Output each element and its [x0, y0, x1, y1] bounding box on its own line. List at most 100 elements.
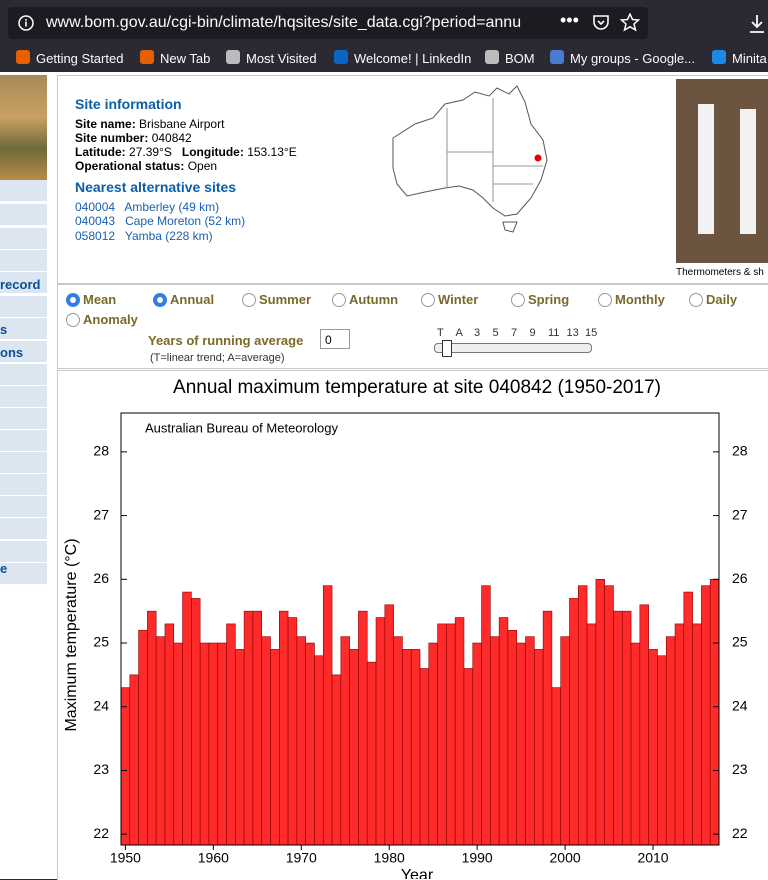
bar	[384, 604, 394, 846]
slider-label: 7	[511, 327, 518, 339]
radio-label[interactable]: Mean	[83, 292, 117, 307]
url-bar[interactable]	[8, 7, 648, 39]
bookmark[interactable]: Getting Started	[36, 51, 124, 66]
sidebar-item[interactable]	[0, 272, 47, 294]
sidebar-item[interactable]	[0, 518, 47, 540]
bookmark-icon[interactable]	[334, 50, 348, 64]
sidebar-item[interactable]	[0, 474, 47, 496]
toolbar-icons[interactable]	[592, 13, 646, 33]
radio-label[interactable]: Summer	[259, 292, 312, 307]
slider-label: 3	[474, 327, 481, 339]
radio-label[interactable]: Spring	[528, 292, 570, 307]
bar	[243, 610, 254, 846]
alt-site-link[interactable]: 058012 Yamba (228 km)	[75, 229, 213, 243]
alt-site-link[interactable]: 040043 Cape Moreton (52 km)	[75, 214, 245, 228]
slider-track[interactable]	[434, 343, 592, 353]
radio-button[interactable]	[421, 293, 435, 307]
radio-label[interactable]: Winter	[438, 292, 479, 307]
sidebar-link[interactable]: s	[0, 322, 8, 337]
bookmark[interactable]: New Tab	[160, 51, 211, 66]
radio-button[interactable]	[689, 293, 703, 307]
sidebar-item[interactable]	[0, 341, 47, 363]
bar	[366, 661, 377, 846]
radio-label[interactable]: Autumn	[349, 292, 399, 307]
sidebar-link[interactable]: e	[0, 561, 8, 576]
sidebar-item[interactable]	[0, 408, 47, 430]
y-tick-label: 26	[93, 570, 109, 586]
bar	[446, 623, 456, 846]
slider-thumb[interactable]	[442, 340, 452, 357]
page-actions[interactable]: •••	[560, 10, 579, 30]
sidebar-item[interactable]	[0, 430, 47, 452]
radio-label[interactable]: Annual	[170, 292, 215, 307]
sidebar-link[interactable]: record	[0, 277, 41, 292]
y-tick-label: 22	[93, 825, 109, 841]
bar	[560, 636, 570, 846]
radio-button[interactable]	[242, 293, 256, 307]
sidebar-item[interactable]	[0, 318, 47, 340]
bookmark[interactable]: Minita	[732, 51, 767, 66]
y2-tick-label: 27	[732, 506, 748, 522]
slider-label: 9	[529, 327, 536, 339]
alt-site-name[interactable]: Amberley (49 km)	[124, 200, 220, 214]
field-value: 27.39°S	[129, 145, 172, 159]
radio-button[interactable]	[66, 293, 80, 307]
x-tick-label: 1970	[286, 850, 317, 866]
bar	[525, 636, 535, 846]
sidebar-item[interactable]	[0, 563, 47, 585]
field-value: Open	[187, 159, 218, 173]
alt-site-code[interactable]: 058012	[75, 229, 116, 243]
bar	[437, 623, 447, 846]
bar	[235, 649, 245, 846]
radio-label[interactable]: Monthly	[615, 292, 665, 307]
bar	[191, 598, 201, 846]
sidebar-item[interactable]	[0, 296, 47, 318]
radio-label[interactable]: Anomaly	[83, 312, 138, 327]
radio-label[interactable]: Daily	[706, 292, 738, 307]
radio-button[interactable]	[332, 293, 346, 307]
radio-button[interactable]	[511, 293, 525, 307]
controls-panel	[57, 284, 768, 369]
running-average-input[interactable]: 0	[320, 329, 350, 349]
sidebar-item[interactable]	[0, 541, 47, 563]
bookmark[interactable]: My groups - Google...	[570, 51, 695, 66]
sidebar-item[interactable]	[0, 364, 47, 386]
sidebar-item[interactable]	[0, 250, 47, 272]
radio-button[interactable]	[153, 293, 167, 307]
download-icon[interactable]	[748, 14, 766, 34]
bookmark-icon[interactable]	[485, 50, 499, 64]
info-icon[interactable]	[18, 15, 34, 31]
radio-button[interactable]	[66, 313, 80, 327]
bookmark[interactable]: Most Visited	[246, 51, 317, 66]
sidebar-item[interactable]	[0, 496, 47, 518]
chart-title: Annual maximum temperature at site 04084…	[173, 377, 661, 398]
sidebar-link[interactable]: ons	[0, 345, 24, 360]
bar	[173, 642, 183, 846]
url-text[interactable]: www.bom.gov.au/cgi-bin/climate/hqsites/s…	[46, 14, 522, 31]
australia-map	[392, 85, 548, 233]
bar	[199, 642, 210, 846]
bookmark-icon[interactable]	[140, 50, 154, 64]
bookmark-icon[interactable]	[226, 50, 240, 64]
alt-site-code[interactable]: 040043	[75, 214, 116, 228]
alt-site-name[interactable]: Yamba (228 km)	[124, 229, 213, 243]
bar	[322, 585, 333, 846]
sidebar-item[interactable]	[0, 204, 47, 226]
bookmark[interactable]: BOM	[505, 51, 535, 66]
bookmark-icon[interactable]	[550, 50, 564, 64]
sidebar-item[interactable]	[0, 452, 47, 474]
sidebar-item[interactable]	[0, 228, 47, 250]
x-tick-label: 2010	[637, 850, 668, 866]
bar	[252, 610, 263, 846]
bookmark[interactable]: Welcome! | LinkedIn	[354, 51, 472, 66]
alt-site-link[interactable]: 040004 Amberley (49 km)	[75, 200, 219, 214]
alt-site-name[interactable]: Cape Moreton (52 km)	[125, 214, 246, 228]
bookmark-icon[interactable]	[16, 50, 30, 64]
radio-button[interactable]	[598, 293, 612, 307]
sidebar-item[interactable]	[0, 180, 47, 202]
sidebar-item[interactable]	[0, 386, 47, 408]
bookmark-icon[interactable]	[712, 50, 726, 64]
alt-site-code[interactable]: 040004	[75, 200, 116, 214]
bar	[375, 617, 386, 846]
